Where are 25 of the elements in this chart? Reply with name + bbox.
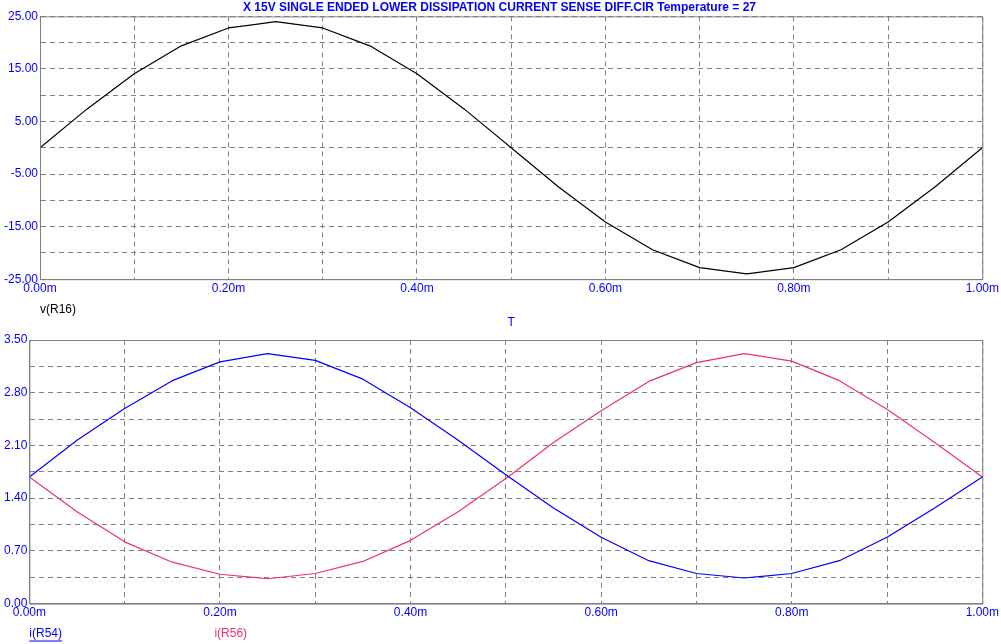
y-tick-label: 2.10	[4, 437, 28, 452]
x-tick-label: 0.60m	[588, 280, 623, 295]
y-tick-label: 5.00	[14, 113, 39, 128]
text: v(R16)	[40, 301, 77, 316]
y-tick-label: 3.50	[4, 332, 28, 347]
y-tick-label: 25.00	[7, 8, 39, 23]
x-tick-label: 0.60m	[584, 605, 618, 620]
x-tick-label: 0.40m	[400, 280, 434, 295]
y-tick-label: 2.80	[4, 385, 28, 400]
text: i(R54)	[29, 625, 63, 640]
x-tick-label: 0.80m	[775, 605, 809, 620]
x-tick-label: 1.00m	[965, 605, 999, 620]
x-tick-label: 0.20m	[211, 280, 246, 295]
x-tick-label: 0.80m	[777, 280, 811, 295]
y-tick-label: 1.40	[4, 490, 28, 505]
x-tick-label: 0.40m	[393, 605, 428, 620]
chart-title: X 15V SINGLE ENDED LOWER DISSIPATION CURRENT SENSE DIFF.CIR Temperature = 27	[242, 0, 757, 14]
text: i(R56)	[214, 625, 248, 640]
x-axis-title: T	[507, 315, 516, 330]
y-tick-label: -5.00	[10, 166, 39, 181]
x-tick-label: 1.00m	[965, 280, 999, 295]
y-tick-label: -15.00	[3, 218, 39, 233]
x-tick-label: 0.20m	[203, 605, 237, 620]
y-tick-label: 15.00	[7, 61, 39, 76]
y-tick-label: 0.70	[4, 543, 28, 558]
